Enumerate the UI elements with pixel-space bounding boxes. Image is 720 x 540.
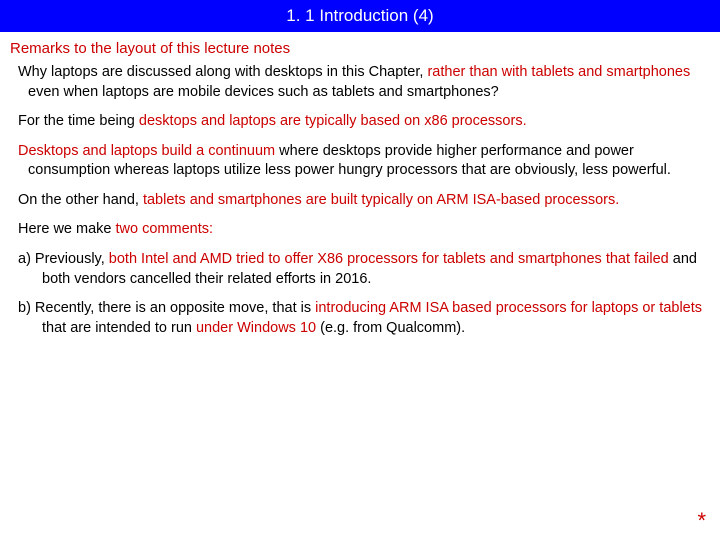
footnote-star-icon: * xyxy=(697,508,706,534)
slide-subtitle: Remarks to the layout of this lecture no… xyxy=(10,40,710,57)
text-run: Why laptops are discussed along with des… xyxy=(18,64,323,80)
list-item-a: a) Previously, both Intel and AMD tried … xyxy=(18,250,706,289)
paragraph: Here we make two comments: xyxy=(18,220,706,240)
paragraph: On the other hand, tablets and smartphon… xyxy=(18,191,706,211)
text-run-highlight: desktops and laptops are typically based… xyxy=(139,113,527,129)
text-run: that are intended to run xyxy=(42,320,196,336)
question-paragraph: Why laptops are discussed along with des… xyxy=(18,63,706,102)
text-run-highlight: both Intel and AMD tried to offer X86 pr… xyxy=(109,251,673,267)
text-run-highlight: introducing ARM ISA based processors for… xyxy=(315,300,702,316)
text-run: Previously, xyxy=(35,251,109,267)
list-item-b: b) Recently, there is an opposite move, … xyxy=(18,299,706,338)
text-run-highlight: Desktops and laptops build a continuum xyxy=(18,143,275,159)
text-run: (e.g. from Qualcomm). xyxy=(320,320,465,336)
paragraph: Desktops and laptops build a continuum w… xyxy=(18,142,706,181)
text-run-highlight: rather than with tablets and smartphones xyxy=(427,64,690,80)
text-run: in this Chapter, xyxy=(323,64,428,80)
text-run: For the time being xyxy=(18,113,139,129)
text-run: even when laptops are mobile devices suc… xyxy=(28,84,499,100)
text-run-highlight: tablets and smartphones are built typica… xyxy=(143,192,619,208)
text-run: On the other hand, xyxy=(18,192,143,208)
slide: 1. 1 Introduction (4) Remarks to the lay… xyxy=(0,0,720,540)
text-run-highlight: two comments: xyxy=(116,221,214,237)
slide-title: 1. 1 Introduction (4) xyxy=(0,0,720,32)
paragraph: For the time being desktops and laptops … xyxy=(18,112,706,132)
text-run: Here we make xyxy=(18,221,116,237)
list-prefix: a) xyxy=(18,251,35,267)
slide-body: Why laptops are discussed along with des… xyxy=(0,63,720,338)
text-run-highlight: under Windows 10 xyxy=(196,320,320,336)
text-run: Recently, there is an opposite move, tha… xyxy=(35,300,315,316)
list-prefix: b) xyxy=(18,300,35,316)
